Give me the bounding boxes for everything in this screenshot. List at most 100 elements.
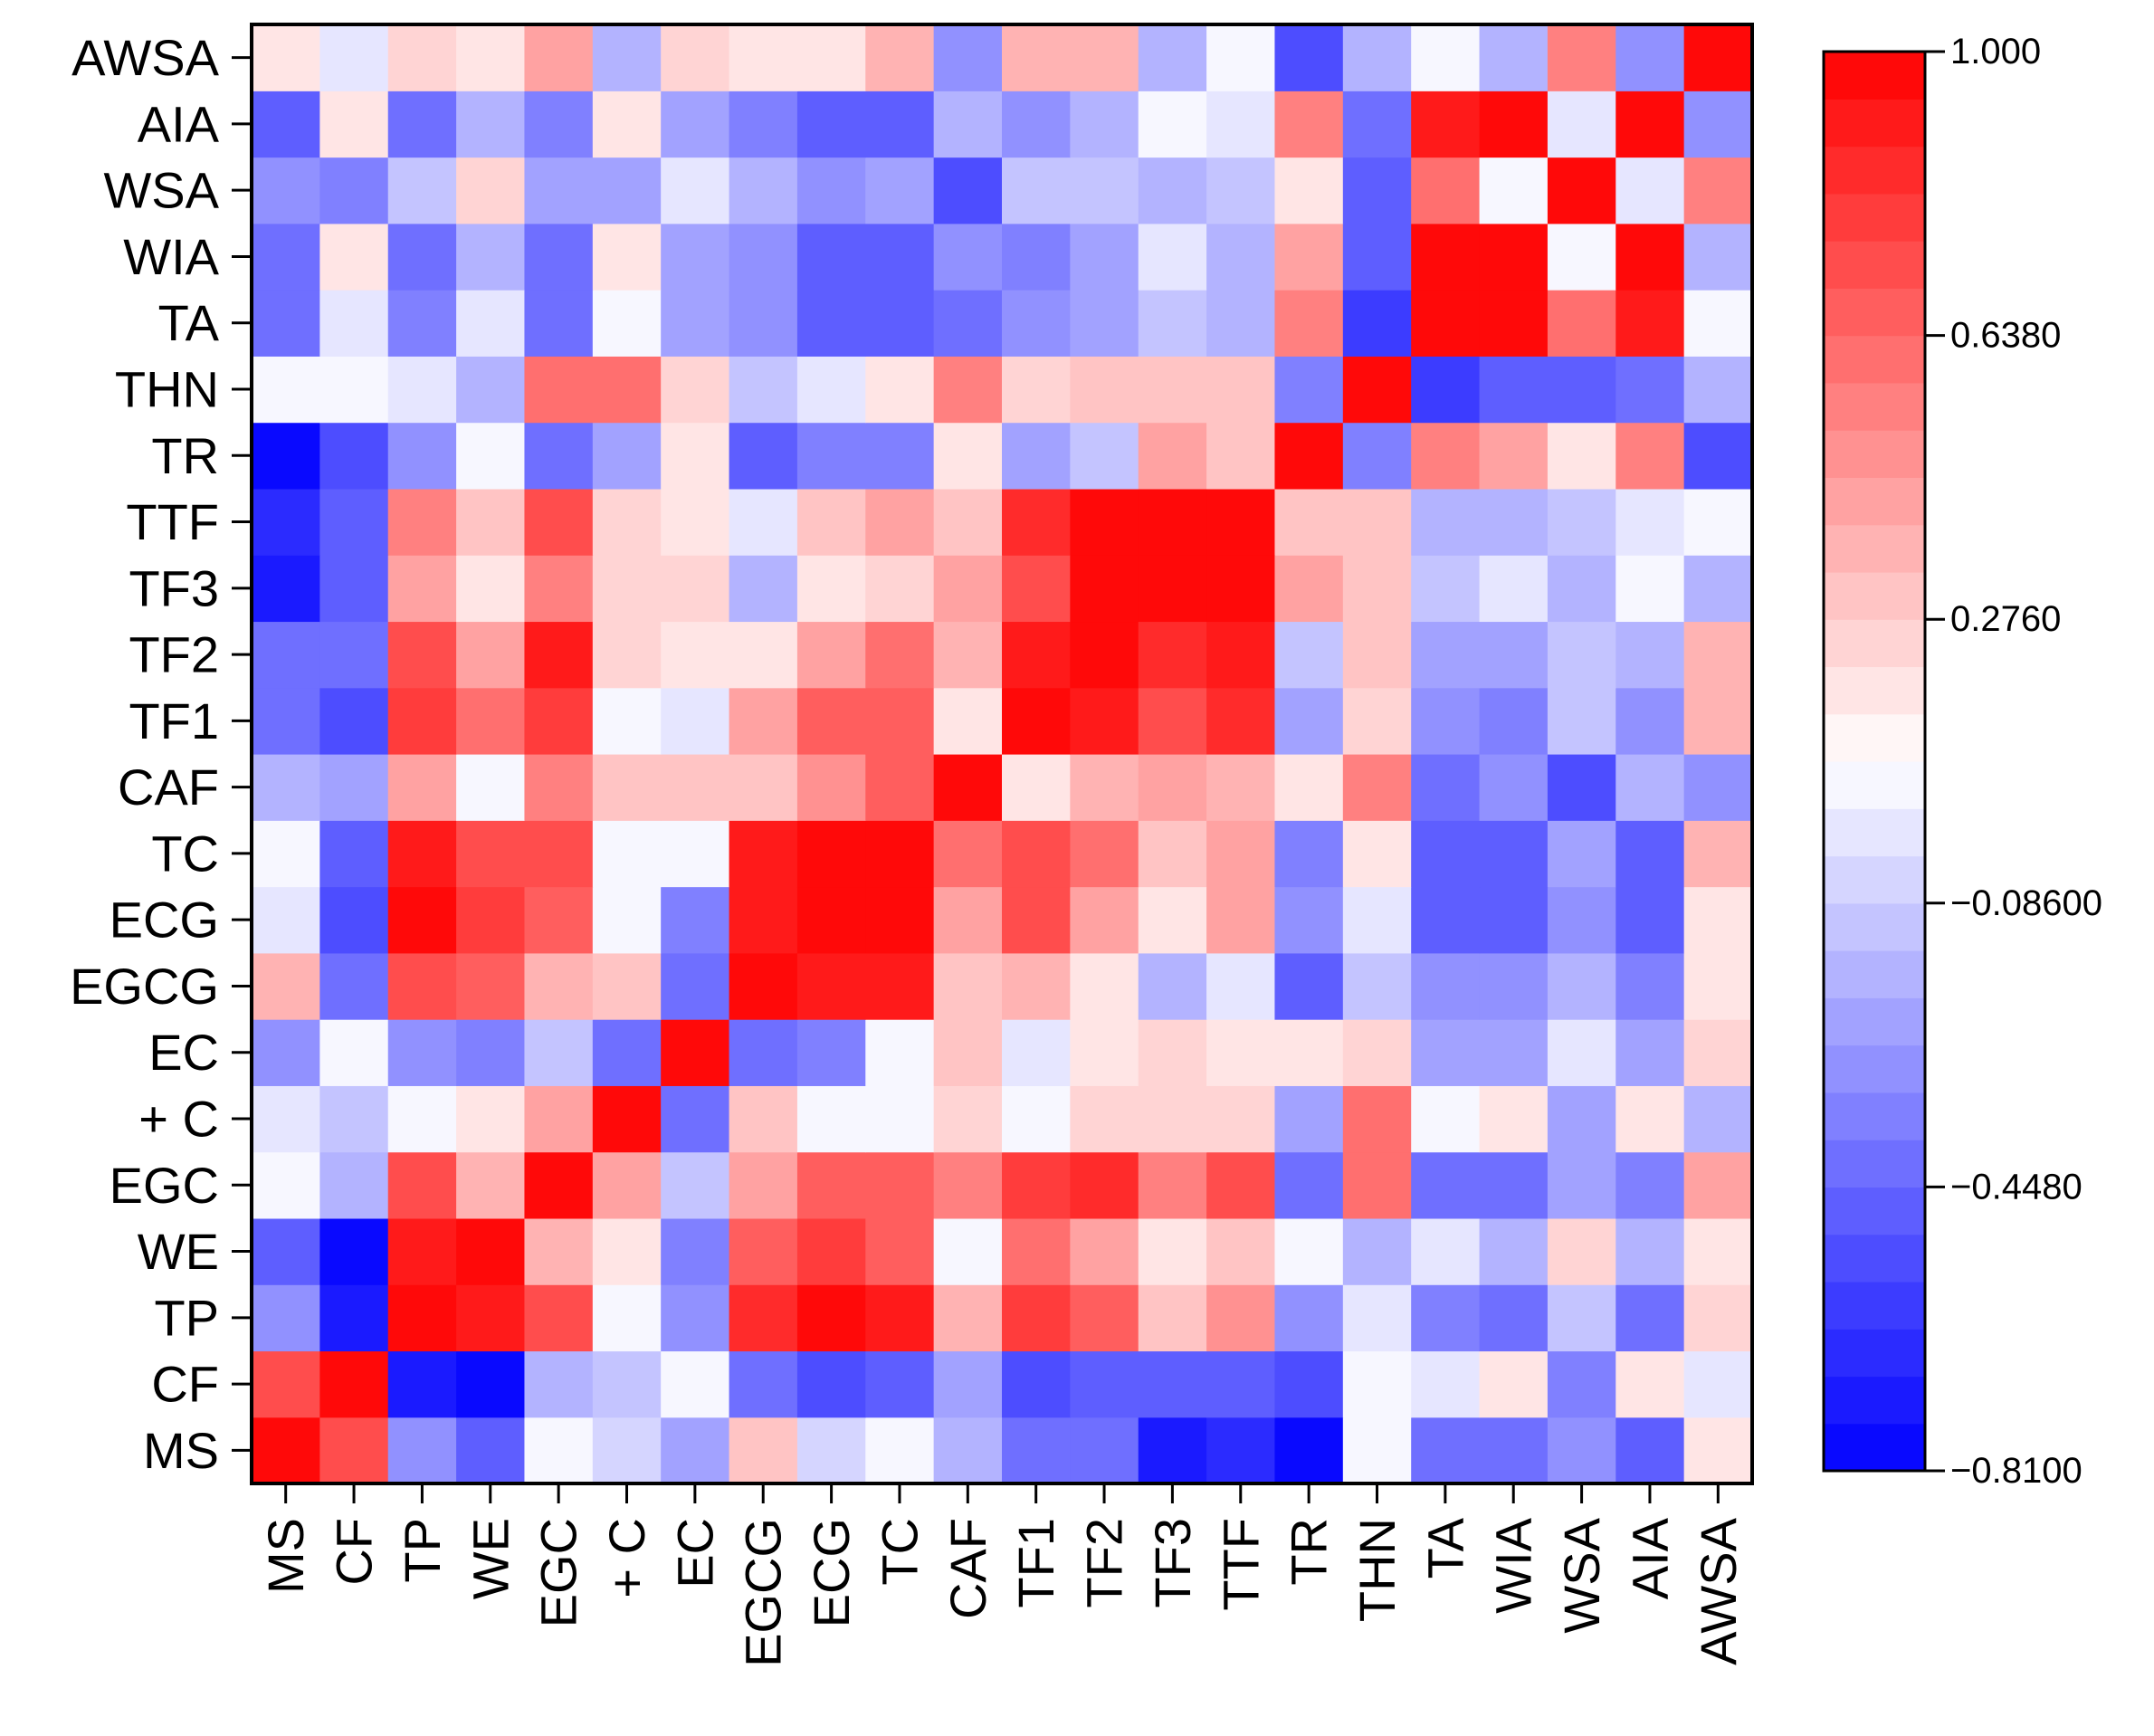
colorbar: 1.000 0.6380 0.2760 −0.08600 −0.4480 −0.8100 xyxy=(1822,32,2102,1491)
heatmap-cell xyxy=(387,952,457,1020)
heatmap-cell xyxy=(1138,1416,1207,1484)
heatmap-cell xyxy=(524,1217,594,1285)
heatmap-cell xyxy=(1547,754,1616,821)
heatmap-cell xyxy=(1479,488,1549,556)
colorbar-segment xyxy=(1824,52,1925,100)
colorbar-segment xyxy=(1824,808,1925,857)
heatmap-cell xyxy=(456,820,526,888)
heatmap-cell xyxy=(1070,356,1139,424)
colorbar-segment xyxy=(1824,1234,1925,1283)
heatmap-cell xyxy=(1683,621,1753,689)
heatmap-cell xyxy=(1002,1284,1071,1352)
heatmap-cell xyxy=(1206,422,1276,490)
colorbar-segment xyxy=(1824,1329,1925,1378)
heatmap-cell xyxy=(1342,621,1412,689)
heatmap-cell xyxy=(1683,488,1753,556)
heatmap-cell xyxy=(1274,488,1344,556)
heatmap-cell xyxy=(1547,1019,1616,1086)
heatmap-cell xyxy=(387,290,457,357)
heatmap-cell xyxy=(319,24,389,91)
heatmap-cell xyxy=(933,820,1003,888)
heatmap-cell xyxy=(319,290,389,357)
y-tick-label: ECG xyxy=(110,892,219,949)
colorbar-tick-label: −0.4480 xyxy=(1950,1167,2083,1207)
heatmap-cell xyxy=(865,223,935,291)
heatmap-cell xyxy=(1206,290,1276,357)
heatmap-cell xyxy=(319,157,389,224)
heatmap-cell xyxy=(661,422,730,490)
heatmap-cell xyxy=(1479,1217,1549,1285)
heatmap-cell xyxy=(319,886,389,954)
heatmap-cell xyxy=(933,1350,1003,1418)
heatmap-cell xyxy=(1002,1085,1071,1153)
heatmap-cell xyxy=(865,621,935,689)
heatmap-cell xyxy=(319,1085,389,1153)
heatmap-cell xyxy=(1683,886,1753,954)
heatmap-cell xyxy=(1138,687,1207,755)
heatmap-cell xyxy=(1342,488,1412,556)
colorbar-tick-label: −0.08600 xyxy=(1950,883,2102,923)
heatmap-cell xyxy=(387,1019,457,1086)
heatmap-cell xyxy=(1002,555,1071,623)
colorbar-segment xyxy=(1824,288,1925,337)
heatmap-cell xyxy=(1206,1350,1276,1418)
heatmap-cell xyxy=(387,422,457,490)
heatmap-cell xyxy=(1683,555,1753,623)
y-tick-label: TF3 xyxy=(129,559,219,616)
heatmap-cell xyxy=(524,1416,594,1484)
heatmap-cell xyxy=(1547,24,1616,91)
heatmap-cell xyxy=(1547,1350,1616,1418)
heatmap-cell xyxy=(592,422,662,490)
heatmap-cell xyxy=(729,1217,798,1285)
heatmap-cell xyxy=(796,1019,866,1086)
heatmap-cell xyxy=(729,422,798,490)
heatmap-cell xyxy=(865,555,935,623)
heatmap-cell xyxy=(933,687,1003,755)
heatmap-cell xyxy=(933,886,1003,954)
heatmap-cell xyxy=(1002,91,1071,158)
heatmap-cell xyxy=(319,356,389,424)
heatmap-cell xyxy=(1547,621,1616,689)
heatmap-cell xyxy=(865,820,935,888)
heatmap-cell xyxy=(729,290,798,357)
heatmap-cell xyxy=(1274,422,1344,490)
heatmap-cell xyxy=(387,1284,457,1352)
heatmap-cell xyxy=(592,157,662,224)
heatmap-cell xyxy=(796,952,866,1020)
heatmap-cell xyxy=(1070,555,1139,623)
x-tick-label: AIA xyxy=(1621,1517,1678,1599)
colorbar-segment xyxy=(1824,193,1925,242)
heatmap-cell xyxy=(456,1019,526,1086)
x-tick-label: TTF xyxy=(1212,1518,1269,1611)
heatmap-cell xyxy=(1616,422,1685,490)
heatmap-cell xyxy=(592,488,662,556)
heatmap-cell xyxy=(1411,820,1481,888)
heatmap-cell xyxy=(1683,1284,1753,1352)
heatmap-cell xyxy=(865,422,935,490)
heatmap-cell xyxy=(252,886,320,954)
heatmap-cell xyxy=(524,91,594,158)
x-tick-label: MS xyxy=(257,1518,314,1594)
heatmap-cell xyxy=(1479,24,1549,91)
heatmap-cell xyxy=(387,886,457,954)
heatmap-cell xyxy=(1479,754,1549,821)
heatmap-cell xyxy=(1479,422,1549,490)
heatmap-cell xyxy=(252,621,320,689)
heatmap-cell xyxy=(1070,422,1139,490)
heatmap-cell xyxy=(524,1350,594,1418)
heatmap-cell xyxy=(1274,555,1344,623)
heatmap-cell xyxy=(1274,1085,1344,1153)
heatmap-cell xyxy=(1274,687,1344,755)
heatmap-cell xyxy=(1070,687,1139,755)
heatmap-cell xyxy=(661,24,730,91)
heatmap-cell xyxy=(933,223,1003,291)
colorbar-segment xyxy=(1824,1044,1925,1093)
heatmap-cell xyxy=(524,24,594,91)
heatmap-cell xyxy=(456,1416,526,1484)
heatmap-cell xyxy=(1070,1151,1139,1219)
heatmap-cell xyxy=(796,1151,866,1219)
heatmap-cell xyxy=(661,1284,730,1352)
heatmap-cell xyxy=(1342,687,1412,755)
heatmap-cell xyxy=(387,820,457,888)
heatmap-cell xyxy=(1547,488,1616,556)
